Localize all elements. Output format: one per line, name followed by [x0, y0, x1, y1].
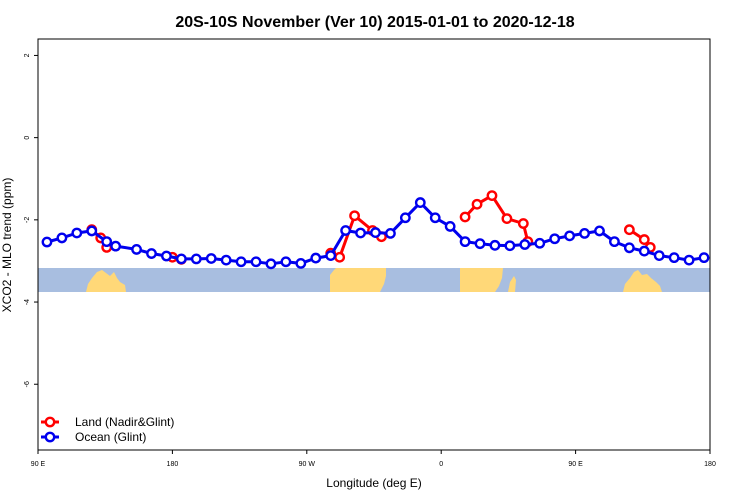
legend-ocean-label: Ocean (Glint) [75, 430, 146, 444]
data-point [501, 213, 513, 225]
data-point [517, 218, 529, 229]
data-point [549, 233, 561, 245]
x-tick-label: 90 E [568, 461, 583, 468]
y-axis-label: XCO2 - MLO trend (ppm) [0, 178, 14, 313]
data-point [579, 228, 590, 239]
y-tick-label: -6 [24, 381, 31, 387]
data-point [110, 240, 122, 252]
data-point [683, 254, 695, 266]
map-land-shape [460, 268, 503, 292]
data-point [444, 221, 456, 232]
data-point [623, 242, 635, 254]
data-point [414, 197, 426, 208]
x-axis: 90 E 180 90 W 0 90 E 180 [31, 450, 716, 468]
data-point [265, 258, 277, 270]
data-point [56, 232, 68, 244]
legend-ocean-marker [44, 431, 56, 443]
x-tick-label: 180 [704, 461, 716, 468]
data-point [534, 237, 546, 249]
data-point [325, 250, 337, 261]
data-point [370, 227, 381, 238]
data-point [349, 210, 360, 222]
data-point [235, 256, 247, 268]
data-point [355, 227, 366, 239]
data-point [86, 225, 98, 237]
x-tick-label: 0 [439, 461, 443, 468]
data-point [519, 239, 531, 250]
data-point [205, 253, 217, 264]
map-strip [38, 268, 710, 292]
data-point [334, 251, 346, 263]
y-axis: 2 0 -2 -4 -6 [24, 53, 38, 387]
data-point [638, 245, 650, 257]
x-tick-label: 180 [167, 461, 179, 468]
data-point [101, 236, 113, 248]
legend-land-marker [44, 416, 56, 428]
data-point [399, 212, 411, 224]
data-point [429, 212, 441, 224]
data-point [638, 234, 650, 245]
data-point [489, 239, 501, 251]
y-tick-label: 0 [24, 136, 31, 140]
data-point [594, 225, 605, 237]
data-point [340, 225, 352, 236]
data-point [131, 244, 142, 255]
data-point [668, 252, 680, 264]
data-point [653, 250, 665, 261]
data-point [474, 238, 486, 250]
data-point [623, 224, 635, 236]
map-land-shape [623, 270, 662, 292]
y-tick-label: -2 [24, 217, 31, 223]
data-point [385, 228, 396, 239]
legend: Land (Nadir&Glint) Ocean (Glint) [41, 415, 174, 444]
data-point [310, 252, 322, 264]
legend-land-label: Land (Nadir&Glint) [75, 415, 174, 429]
data-point [459, 211, 471, 223]
map-land-shape [508, 276, 516, 292]
data-point [471, 198, 483, 210]
data-point [71, 227, 83, 239]
data-point [609, 236, 620, 248]
data-point [220, 254, 232, 266]
x-tick-label: 90 E [31, 461, 46, 468]
data-point [190, 253, 202, 265]
data-point [459, 236, 471, 248]
series-ocean [41, 197, 710, 270]
data-point [486, 190, 498, 201]
plot-frame [37, 38, 711, 451]
data-point [280, 256, 292, 268]
map-land-shape [330, 268, 386, 292]
x-axis-label: Longitude (deg E) [326, 476, 421, 490]
data-point [161, 250, 172, 262]
data-point [175, 253, 187, 265]
y-tick-label: -4 [24, 299, 31, 305]
data-point [698, 252, 710, 264]
y-tick-label: 2 [24, 53, 31, 57]
chart-title: 20S-10S November (Ver 10) 2015-01-01 to … [175, 14, 574, 31]
x-tick-label: 90 W [299, 461, 316, 468]
data-point [564, 230, 576, 242]
series-land [86, 190, 656, 265]
data-point [41, 236, 53, 248]
map-land-shape [86, 270, 126, 292]
data-point [250, 256, 262, 268]
data-point [146, 248, 157, 259]
data-point [295, 258, 307, 269]
data-point [504, 240, 516, 252]
